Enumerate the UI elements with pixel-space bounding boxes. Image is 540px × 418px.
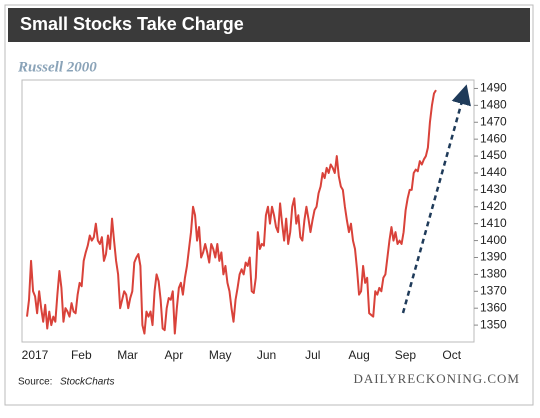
x-tick-label: Sep — [395, 348, 417, 362]
source-label: Source: — [18, 377, 52, 388]
y-tick-label: 1440 — [480, 165, 507, 179]
x-tick-label: Aug — [348, 348, 369, 362]
trend-arrow — [401, 84, 471, 314]
y-tick-label: 1360 — [480, 300, 507, 314]
y-tick-label: 1430 — [480, 182, 507, 196]
y-tick-label: 1470 — [480, 114, 507, 128]
plot-frame — [21, 79, 475, 343]
y-tick-label: 1490 — [480, 81, 507, 95]
x-tick-label: Apr — [165, 348, 184, 362]
y-tick-label: 1460 — [480, 131, 507, 145]
source: StockCharts — [60, 377, 114, 388]
chart-title: Small Stocks Take Charge — [20, 14, 244, 34]
header-bar — [8, 8, 530, 42]
x-tick-label: May — [209, 348, 232, 362]
x-tick-label: Feb — [71, 348, 92, 362]
y-tick-label: 1370 — [480, 283, 507, 297]
y-tick-label: 1450 — [480, 148, 507, 162]
y-tick-label: 1410 — [480, 216, 507, 230]
card — [4, 4, 534, 406]
x-tick-label: Jun — [257, 348, 276, 362]
y-tick-label: 1480 — [480, 98, 507, 112]
x-tick-label: 2017 — [22, 348, 49, 362]
x-tick-label: Jul — [305, 348, 320, 362]
y-tick-label: 1400 — [480, 233, 507, 247]
y-tick-label: 1420 — [480, 199, 507, 213]
y-tick-label: 1390 — [480, 250, 507, 264]
price-line — [26, 89, 437, 335]
x-tick-label: Oct — [442, 348, 461, 362]
credit: DAILYRECKONING.COM — [353, 371, 520, 386]
y-tick-label: 1380 — [480, 267, 507, 281]
chart-subtitle: Russell 2000 — [17, 59, 97, 75]
x-tick-label: Mar — [117, 348, 138, 362]
y-tick-label: 1350 — [480, 317, 507, 331]
